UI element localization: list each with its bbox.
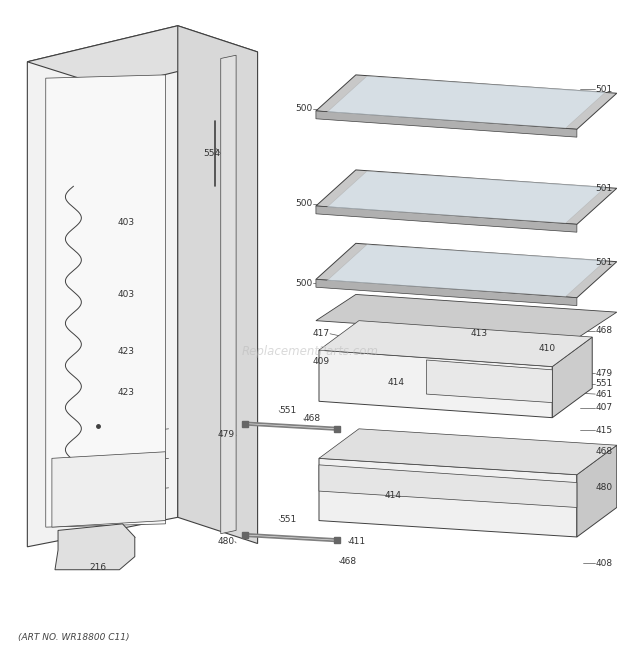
Text: 554: 554 xyxy=(203,149,221,158)
Text: 479: 479 xyxy=(218,430,235,438)
Polygon shape xyxy=(319,321,592,367)
Polygon shape xyxy=(316,243,617,297)
Polygon shape xyxy=(316,280,577,305)
Text: 461: 461 xyxy=(595,389,613,399)
Text: (ART NO. WR18800 C11): (ART NO. WR18800 C11) xyxy=(18,633,130,642)
Polygon shape xyxy=(552,337,592,418)
Polygon shape xyxy=(316,206,577,232)
Polygon shape xyxy=(319,429,617,475)
Polygon shape xyxy=(27,26,178,547)
Text: 423: 423 xyxy=(118,347,135,356)
Polygon shape xyxy=(27,26,257,88)
Text: 411: 411 xyxy=(348,537,366,546)
Text: 415: 415 xyxy=(595,426,613,435)
Text: 403: 403 xyxy=(118,290,135,299)
Text: 414: 414 xyxy=(384,491,402,500)
Text: 551: 551 xyxy=(279,406,296,415)
Text: 501: 501 xyxy=(595,258,613,268)
Polygon shape xyxy=(55,524,135,570)
Text: 501: 501 xyxy=(595,85,613,94)
Polygon shape xyxy=(319,465,577,508)
Text: 480: 480 xyxy=(218,537,235,546)
Text: 408: 408 xyxy=(595,559,613,568)
Polygon shape xyxy=(221,56,236,533)
Polygon shape xyxy=(316,111,577,137)
Text: 216: 216 xyxy=(89,563,107,572)
Text: 468: 468 xyxy=(595,447,613,456)
Text: ReplacementParts.com: ReplacementParts.com xyxy=(241,345,378,358)
Text: 417: 417 xyxy=(313,329,330,338)
Polygon shape xyxy=(427,360,552,403)
Text: 423: 423 xyxy=(118,388,135,397)
Text: 468: 468 xyxy=(339,557,356,566)
Text: 414: 414 xyxy=(388,379,405,387)
Text: 500: 500 xyxy=(296,279,313,288)
Text: 500: 500 xyxy=(296,200,313,208)
Polygon shape xyxy=(327,76,606,128)
Polygon shape xyxy=(577,446,617,537)
Polygon shape xyxy=(316,294,617,338)
Polygon shape xyxy=(46,75,166,527)
Text: 468: 468 xyxy=(595,326,613,335)
Text: 479: 479 xyxy=(595,369,613,377)
Polygon shape xyxy=(327,171,606,223)
Polygon shape xyxy=(319,458,577,537)
Text: 501: 501 xyxy=(595,184,613,194)
Text: 551: 551 xyxy=(595,379,613,388)
Polygon shape xyxy=(319,350,552,418)
Polygon shape xyxy=(178,26,257,543)
Text: 410: 410 xyxy=(538,344,556,354)
Text: 480: 480 xyxy=(595,483,613,492)
Text: 413: 413 xyxy=(471,329,488,338)
Text: 551: 551 xyxy=(279,515,296,524)
Polygon shape xyxy=(316,75,617,130)
Text: 468: 468 xyxy=(304,414,321,424)
Text: 407: 407 xyxy=(595,403,613,412)
Polygon shape xyxy=(327,245,606,296)
Polygon shape xyxy=(52,451,166,527)
Text: 409: 409 xyxy=(313,358,330,366)
Text: 403: 403 xyxy=(118,218,135,227)
Text: 500: 500 xyxy=(296,104,313,114)
Polygon shape xyxy=(316,170,617,224)
